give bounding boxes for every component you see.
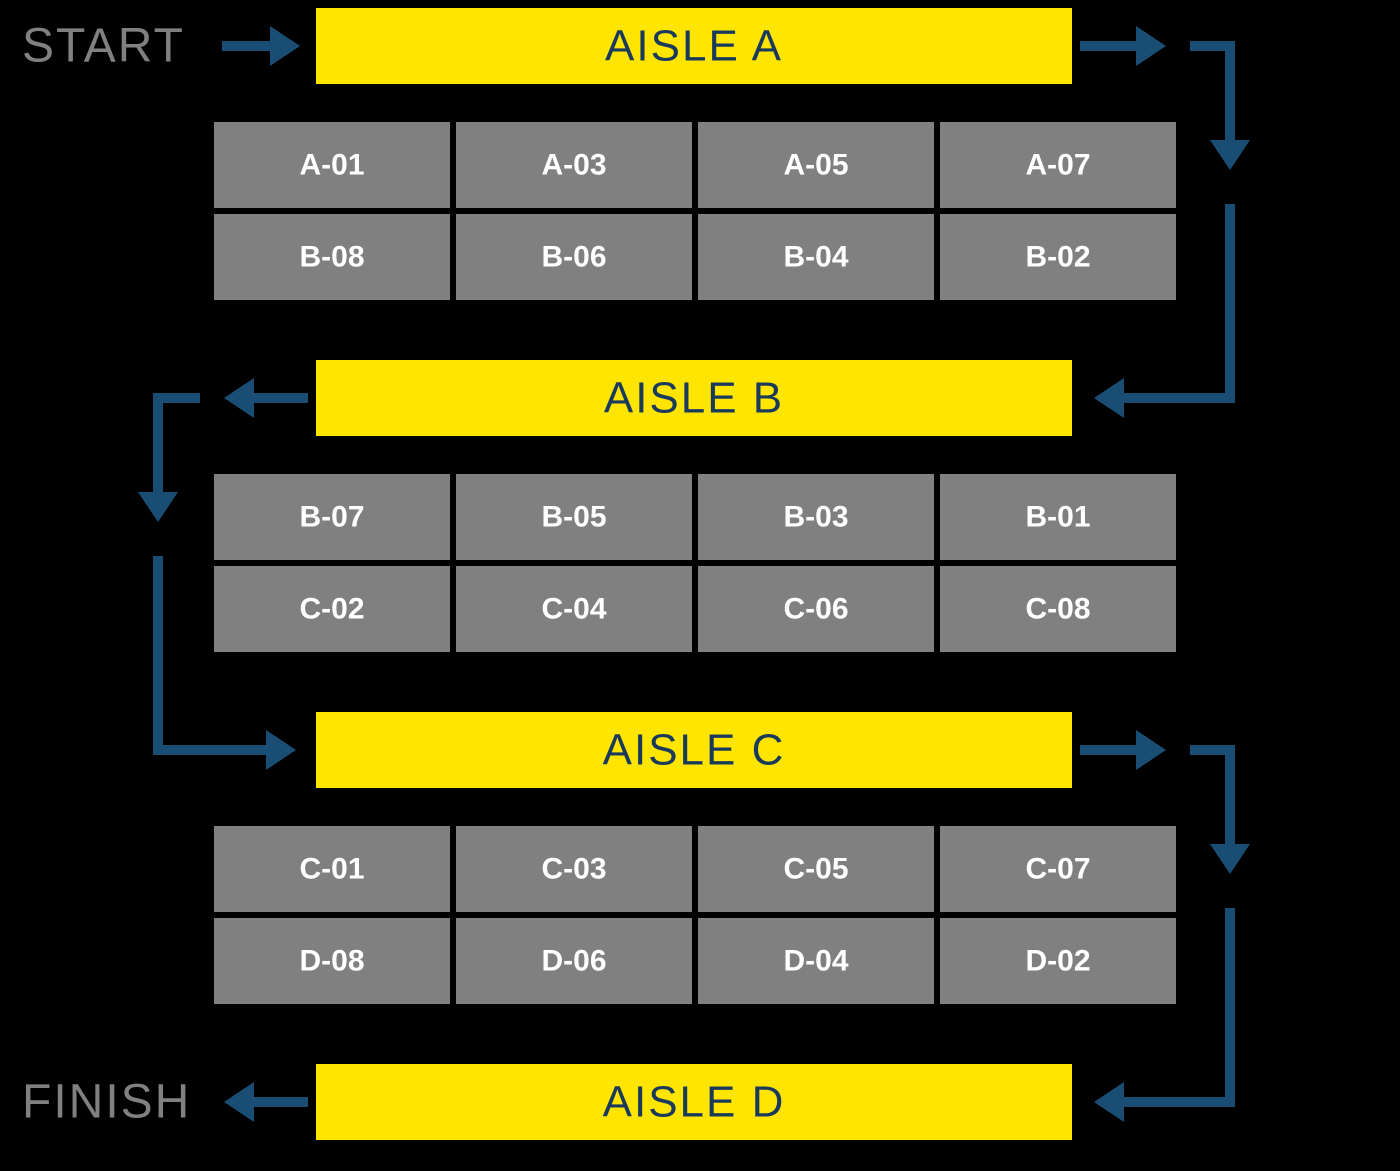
rack-cell-label: A-07 <box>1025 149 1090 182</box>
rack-cell-label: C-01 <box>299 853 364 886</box>
rack-cell-label: D-02 <box>1025 945 1090 978</box>
start-label: START <box>22 20 185 73</box>
rack-cell-label: C-06 <box>783 593 848 626</box>
rack-cell-label: C-07 <box>1025 853 1090 886</box>
rack-cell-label: C-04 <box>541 593 606 626</box>
rack-cell-label: B-02 <box>1025 241 1090 274</box>
rack-cell-label: C-03 <box>541 853 606 886</box>
rack-cell-label: B-04 <box>783 241 848 274</box>
rack-cell-label: B-07 <box>299 501 364 534</box>
rack-cell-label: B-08 <box>299 241 364 274</box>
aisle-label-3: AISLE D <box>603 1078 786 1127</box>
finish-label: FINISH <box>22 1076 191 1129</box>
rack-cell-label: B-06 <box>541 241 606 274</box>
rack-cell-label: C-08 <box>1025 593 1090 626</box>
rack-cell-label: B-03 <box>783 501 848 534</box>
rack-cell-label: C-02 <box>299 593 364 626</box>
rack-cell-label: A-03 <box>541 149 606 182</box>
rack-cell-label: B-01 <box>1025 501 1090 534</box>
rack-cell-label: D-08 <box>299 945 364 978</box>
rack-cell-label: A-05 <box>783 149 848 182</box>
rack-cell-label: D-06 <box>541 945 606 978</box>
rack-cell-label: D-04 <box>783 945 848 978</box>
rack-cell-label: C-05 <box>783 853 848 886</box>
aisle-label-2: AISLE C <box>603 726 786 775</box>
rack-cell-label: A-01 <box>299 149 364 182</box>
aisle-label-1: AISLE B <box>604 374 784 423</box>
rack-cell-label: B-05 <box>541 501 606 534</box>
aisle-label-0: AISLE A <box>605 22 783 71</box>
